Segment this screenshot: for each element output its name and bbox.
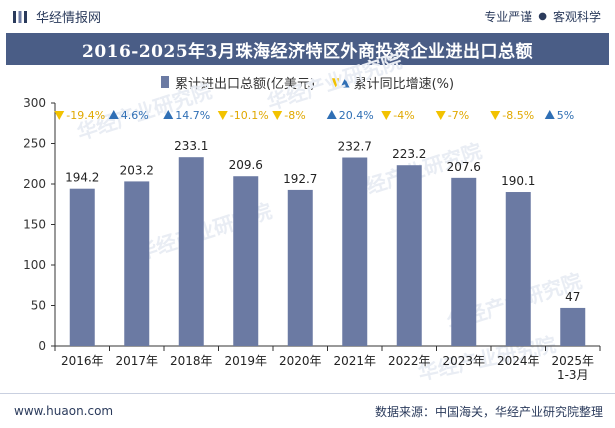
x-tick-label: 2016年	[61, 354, 104, 368]
growth-label: 20.4%	[339, 109, 374, 122]
bar-value-label: 203.2	[120, 163, 154, 177]
growth-label: 4.6%	[121, 109, 149, 122]
growth-up-marker	[326, 110, 337, 119]
y-tick-label: 50	[31, 299, 46, 313]
x-tick-label: 2025年 1-3月	[551, 354, 594, 382]
tagline-separator: ●	[538, 11, 547, 22]
growth-up-marker	[108, 110, 119, 119]
bar	[396, 165, 422, 346]
bar-value-label: 194.2	[65, 171, 99, 185]
growth-down-marker	[54, 111, 65, 120]
bar-value-label: 47	[565, 290, 580, 304]
y-tick-label: 300	[23, 96, 46, 110]
bar-value-label: 207.6	[447, 160, 481, 174]
tagline: 专业严谨 ● 客观科学	[484, 8, 601, 25]
x-tick-label: 2021年	[333, 354, 376, 368]
x-tick-label: 2022年	[388, 354, 431, 368]
growth-label: -8%	[284, 109, 305, 122]
bar-value-label: 192.7	[283, 172, 317, 186]
y-tick-label: 0	[38, 339, 46, 353]
brand-name: 华经情报网	[36, 11, 102, 26]
growth-label: -4%	[393, 109, 414, 122]
y-tick-label: 100	[23, 258, 46, 272]
growth-label: 14.7%	[175, 109, 210, 122]
chart-title: 2016-2025年3月珠海经济特区外商投资企业进出口总额	[6, 33, 609, 65]
x-tick-label: 2017年	[115, 354, 158, 368]
footer-source: 数据来源：中国海关，华经产业研究院整理	[374, 404, 603, 419]
y-tick-label: 250	[23, 137, 46, 151]
bar	[342, 157, 368, 346]
bar-value-label: 223.2	[392, 147, 426, 161]
growth-down-marker	[272, 111, 283, 120]
tagline-right: 客观科学	[552, 10, 601, 24]
bar	[287, 189, 313, 346]
chart-legend: 累计进出口总额(亿美元) ▼▲ 累计同比增速(%)	[0, 72, 615, 92]
tagline-left: 专业严谨	[484, 10, 533, 24]
growth-up-marker	[163, 110, 174, 119]
growth-up-marker	[544, 110, 555, 119]
bar-value-label: 233.1	[174, 139, 208, 153]
legend-label-growth: 累计同比增速(%)	[353, 76, 455, 92]
bar-value-label: 209.6	[229, 158, 263, 172]
growth-down-marker	[435, 111, 446, 120]
bar	[451, 177, 477, 346]
bar	[178, 157, 204, 346]
legend-swatch-bar	[160, 76, 169, 88]
growth-label: -19.4%	[66, 109, 105, 122]
legend-label-total: 累计进出口总额(亿美元)	[174, 76, 316, 92]
x-tick-label: 2023年	[442, 354, 485, 368]
bar	[233, 176, 259, 346]
growth-down-marker	[217, 111, 228, 120]
bar-value-label: 190.1	[501, 174, 535, 188]
growth-down-marker	[381, 111, 392, 120]
growth-label: 5%	[557, 109, 574, 122]
growth-label: -10.1%	[230, 109, 269, 122]
legend-item-total: 累计进出口总额(亿美元)	[160, 73, 316, 92]
growth-label: -8.5%	[502, 109, 534, 122]
brand: 华经情报网	[12, 7, 101, 26]
bar	[560, 307, 586, 346]
x-tick-label: 2019年	[224, 354, 267, 368]
y-tick-label: 150	[23, 218, 46, 232]
bar	[505, 192, 531, 346]
growth-down-marker	[490, 111, 501, 120]
bar-value-label: 232.7	[338, 140, 372, 154]
footer-url: www.huaon.com	[14, 404, 114, 418]
legend-triangle-icon: ▼▲	[331, 75, 350, 89]
bar	[69, 188, 95, 346]
x-tick-label: 2024年	[497, 354, 540, 368]
legend-item-growth: ▼▲ 累计同比增速(%)	[331, 73, 454, 92]
x-tick-label: 2018年	[170, 354, 213, 368]
footer: www.huaon.com 数据来源：中国海关，华经产业研究院整理	[0, 393, 615, 428]
top-bar: 华经情报网 专业严谨 ● 客观科学	[0, 0, 615, 33]
x-tick-label: 2020年	[279, 354, 322, 368]
bar	[124, 181, 150, 346]
watermark-text: 华经产业研究院	[264, 49, 405, 115]
growth-label: -7%	[448, 109, 469, 122]
brand-logo-icon	[12, 9, 28, 25]
y-tick-label: 200	[23, 177, 46, 191]
